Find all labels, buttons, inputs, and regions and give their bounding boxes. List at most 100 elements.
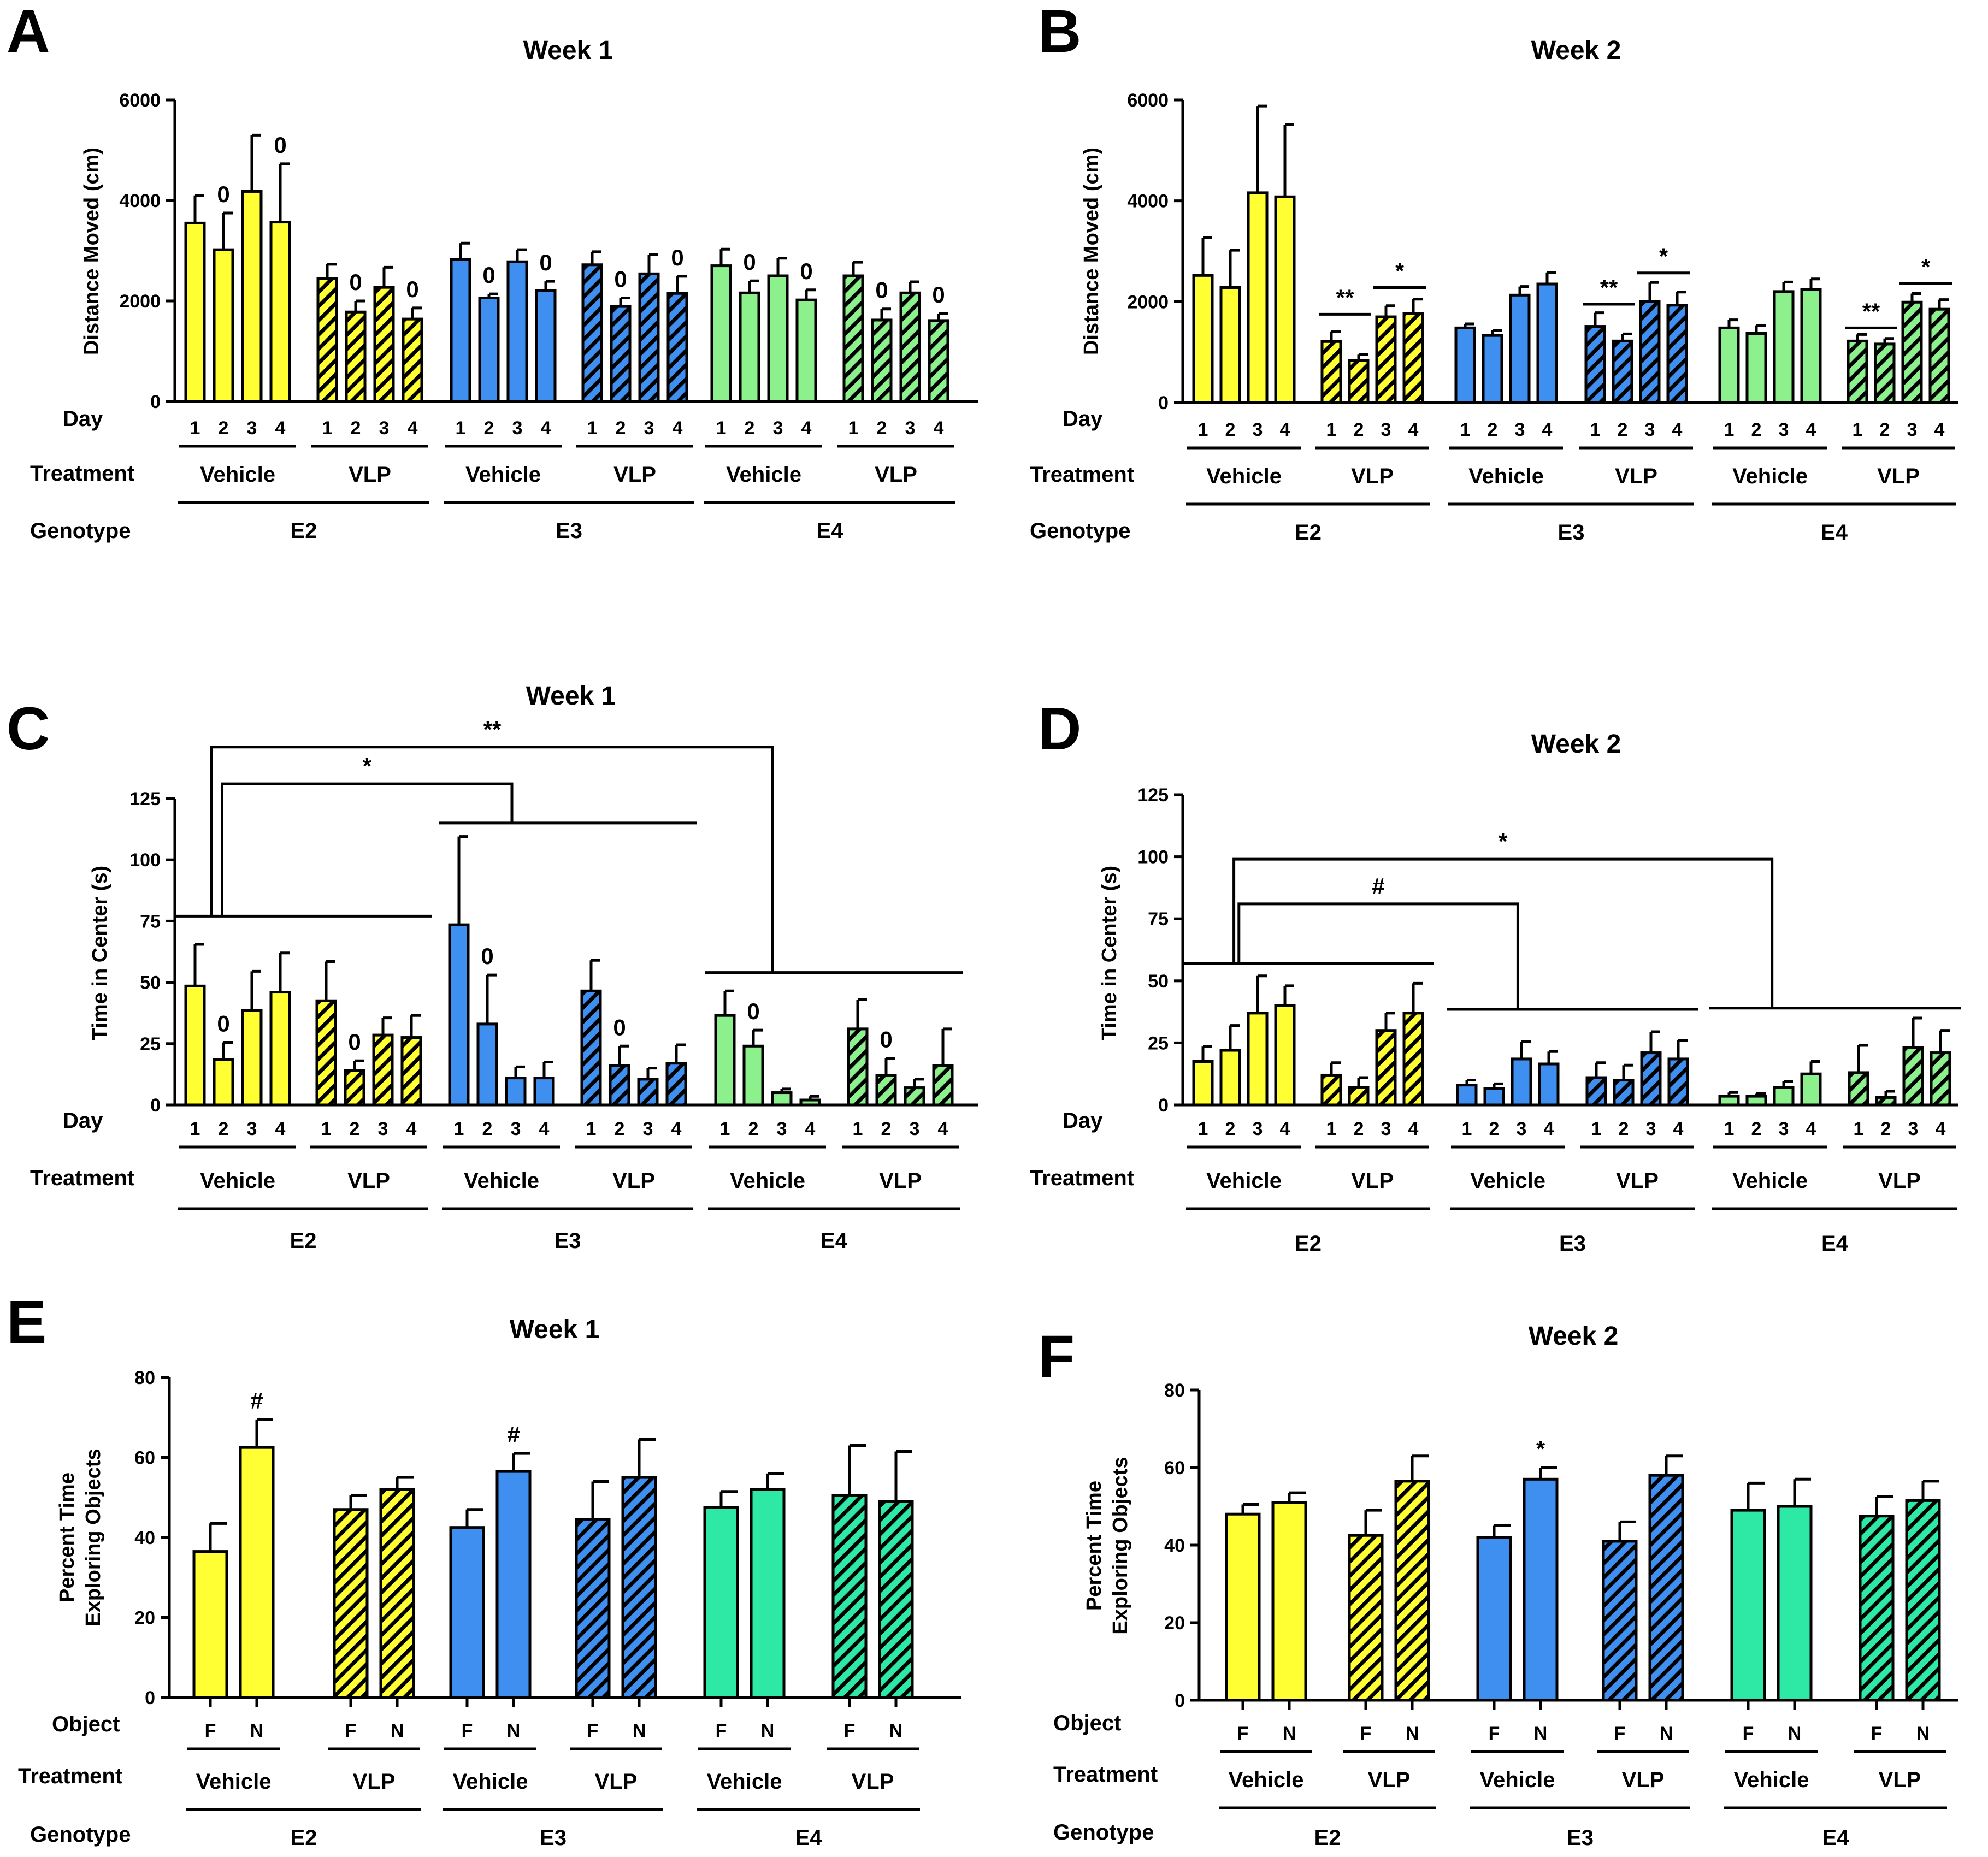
treatment-label: VLP — [875, 463, 917, 487]
y-tick-label: 75 — [140, 911, 161, 932]
x-category-label: 1 — [190, 418, 200, 439]
treatment-label: VLP — [1879, 1768, 1921, 1792]
x-category-label: 2 — [1354, 419, 1364, 440]
bar — [239, 1446, 275, 1699]
bar — [932, 1064, 954, 1107]
x-category-label: 3 — [1381, 1119, 1391, 1139]
x-category-label: 1 — [853, 1119, 863, 1139]
x-category-label: 2 — [1489, 1119, 1500, 1139]
significance-mark: 0 — [743, 249, 756, 275]
treatment-row-label: Treatment — [18, 1764, 122, 1788]
x-category-label: 4 — [938, 1119, 948, 1139]
significance-mark: 0 — [800, 258, 812, 284]
bar-group-E2-VLP: 1 2 3 4 VLP — [1315, 981, 1429, 1193]
treatment-label: Vehicle — [1229, 1768, 1304, 1792]
bar — [666, 292, 688, 403]
bar — [449, 1526, 485, 1699]
significance-mark: ** — [1862, 298, 1880, 324]
y-tick-label: 0 — [1158, 393, 1169, 413]
significance-mark: 0 — [880, 1027, 892, 1052]
bar — [1320, 1073, 1342, 1107]
x-category-label: N — [391, 1720, 404, 1741]
x-category-label: 4 — [671, 1119, 682, 1139]
bar — [621, 1476, 657, 1699]
x-category-label: N — [250, 1720, 264, 1741]
bar-group-E3-Vehicle: 1 2 3 4 Vehicle — [1451, 1040, 1565, 1193]
y-tick-label: 50 — [140, 973, 161, 993]
genotype-label: E3 — [554, 1229, 581, 1253]
bar-group-E2-Vehicle: F # N Vehicle — [187, 1388, 280, 1794]
y-tick-label: 0 — [150, 392, 161, 412]
treatment-label: Vehicle — [453, 1770, 528, 1794]
significance-mark: * — [1921, 254, 1931, 280]
x-category-label: 3 — [644, 418, 654, 439]
bar — [842, 274, 864, 403]
bar — [316, 277, 338, 403]
x-category-label: 3 — [1908, 1119, 1919, 1139]
bar — [609, 1064, 630, 1107]
x-category-label: 3 — [643, 1119, 653, 1139]
bar-group-E3-VLP: 1 2 3 4 VLP — [1579, 281, 1693, 488]
genotype-label: E4 — [817, 519, 844, 543]
x-category-label: 3 — [1517, 1119, 1527, 1139]
treatment-label: Vehicle — [1470, 1169, 1545, 1193]
x-category-label: 2 — [748, 1119, 759, 1139]
treatment-label: VLP — [852, 1770, 894, 1794]
bar — [1375, 315, 1397, 404]
y-axis-label: Percent Time — [56, 1472, 79, 1602]
x-category-label: N — [1534, 1723, 1548, 1744]
x-category-label: 4 — [1673, 1119, 1684, 1139]
x-category-label: 1 — [720, 1119, 730, 1139]
bar — [1482, 334, 1503, 404]
x-category-label: 3 — [905, 418, 916, 439]
bar — [1585, 1076, 1607, 1107]
bar — [638, 272, 660, 403]
significance-mark: 0 — [614, 266, 627, 292]
x-category-label: F — [1871, 1723, 1883, 1744]
y-axis-label-2: Exploring Objects — [1109, 1457, 1132, 1634]
x-category-label: 2 — [616, 418, 626, 439]
bar — [1225, 1512, 1261, 1702]
genotype-row-label: Genotype — [1030, 519, 1130, 543]
bar — [1320, 340, 1342, 404]
comparison-connector — [1232, 857, 1774, 1008]
bar — [847, 1027, 869, 1107]
y-tick-label: 80 — [134, 1368, 155, 1388]
x-category-label: 4 — [1544, 1119, 1554, 1139]
x-category-label: N — [1788, 1723, 1802, 1744]
chart-title: Week 1 — [523, 36, 613, 65]
bar-group-E4-Vehicle: F N Vehicle — [698, 1472, 791, 1794]
x-category-label: 2 — [1618, 419, 1628, 440]
bar — [1718, 326, 1740, 404]
x-category-label: 1 — [1590, 419, 1601, 440]
bar — [575, 1518, 611, 1699]
y-tick-label: 2000 — [119, 291, 161, 312]
y-tick-label: 40 — [134, 1528, 155, 1548]
comparison-connector — [210, 746, 774, 973]
x-category-label: 3 — [1645, 419, 1655, 440]
significance-mark: * — [1536, 1436, 1545, 1462]
bar-group-E4-VLP: 1 0 2 3 4 VLP — [842, 998, 959, 1193]
x-category-label: 3 — [1381, 419, 1391, 440]
genotype-row-label: Genotype — [30, 1823, 131, 1847]
bar — [1930, 1051, 1951, 1107]
treatment-label: VLP — [1615, 464, 1657, 488]
bar — [1667, 1057, 1689, 1107]
x-category-label: 2 — [1225, 1119, 1236, 1139]
bar — [1640, 1051, 1662, 1107]
panel-D: D Week 2 0 25 50 75 100 125 Time in Center (s) Da… — [1030, 695, 1961, 1256]
bar — [1602, 1540, 1638, 1702]
bar — [1718, 1095, 1740, 1107]
x-category-label: F — [345, 1720, 357, 1741]
bar — [269, 991, 291, 1107]
x-row-label: Day — [63, 407, 103, 431]
bar-group-E3-VLP: 1 0 2 3 4 VLP — [575, 959, 692, 1193]
genotype-label: E4 — [1821, 1232, 1849, 1256]
x-category-label: 2 — [745, 418, 755, 439]
significance-mark: 0 — [217, 1011, 229, 1037]
x-category-label: 4 — [1806, 1119, 1816, 1139]
bar — [795, 298, 817, 403]
bar — [213, 1058, 234, 1107]
bar-group-E3-VLP: F N VLP — [1597, 1454, 1689, 1792]
